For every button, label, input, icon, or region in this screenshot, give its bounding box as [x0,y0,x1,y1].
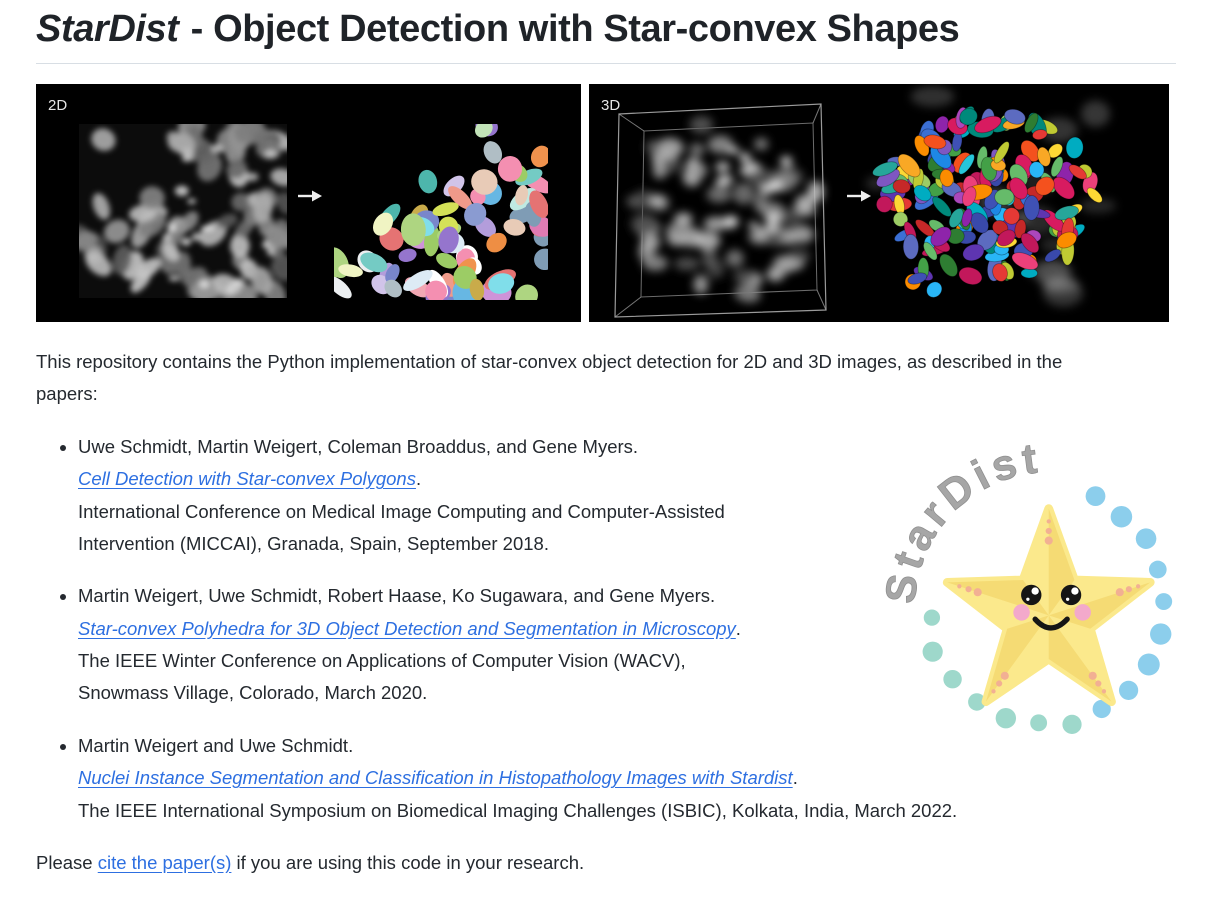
volume-grayscale-blobs [626,116,824,303]
segmentation-color-blobs [334,124,548,300]
papers-list: Uwe Schmidt, Martin Weigert, Coleman Bro… [36,431,1176,827]
panel-label-3d: 3D [601,97,620,114]
figure-2d-image[interactable]: 2D [36,84,581,322]
paper-link[interactable]: Cell Detection with Star-convex Polygons [78,468,416,490]
title-rest: - Object Detection with Star-convex Shap… [180,8,960,50]
right-cheek [1074,604,1091,621]
paper-item-1: Uwe Schmidt, Martin Weigert, Coleman Bro… [78,431,1176,561]
logo-dot-ring [922,486,1173,735]
paper-link[interactable]: Nuclei Instance Segmentation and Classif… [78,767,793,789]
link-period: . [735,617,741,639]
paper-link[interactable]: Star-convex Polyhedra for 3D Object Dete… [78,617,736,639]
intro-paragraph: This repository contains the Python impl… [36,351,1063,405]
paper-link-line: Cell Detection with Star-convex Polygons… [78,463,1176,495]
paper-authors: Martin Weigert, Uwe Schmidt, Robert Haas… [78,585,716,607]
arrow-right-icon [298,190,322,202]
stardist-logo: StarDist [876,438,1173,735]
right-eye [1060,584,1082,606]
segmentation-3d-blobs [872,106,1103,298]
paper-item-3: Martin Weigert and Uwe Schmidt. Nuclei I… [78,730,1176,827]
nuclei-grayscale-blobs [79,124,287,298]
logo-face [1013,584,1091,631]
logo-star [942,504,1155,707]
page-title: StarDist - Object Detection with Star-co… [36,8,1176,64]
left-eye [1021,584,1042,606]
left-eye-glint-small [1026,597,1030,601]
title-italic: StarDist [36,8,179,50]
right-eye-glint [1071,587,1079,595]
smile [1032,616,1070,631]
paper-venue: The IEEE Winter Conference on Applicatio… [78,650,686,704]
panel-label-2d: 2D [48,97,67,114]
link-period: . [792,767,798,789]
figure-row: 2D 3D [36,84,1176,322]
paper-authors: Martin Weigert and Uwe Schmidt. [78,734,354,756]
right-eye-glint-small [1066,597,1070,601]
paper-link-line: Nuclei Instance Segmentation and Classif… [78,762,1176,794]
left-eye-glint [1031,587,1039,595]
cite-after: if you are using this code in your resea… [231,851,585,873]
paper-venue: International Conference on Medical Imag… [78,500,725,554]
figure-3d-image[interactable]: 3D [589,84,1169,322]
left-cheek [1013,604,1030,621]
cite-paragraph: Please cite the paper(s) if you are usin… [36,847,1176,879]
link-period: . [415,468,422,490]
paper-link-line: Star-convex Polyhedra for 3D Object Dete… [78,613,1176,645]
paper-venue: The IEEE International Symposium on Biom… [78,799,958,821]
paper-authors: Uwe Schmidt, Martin Weigert, Coleman Bro… [78,435,639,457]
cite-before: Please [36,851,98,873]
cite-link[interactable]: cite the paper(s) [97,851,232,873]
arrow-right-icon [847,190,871,202]
paper-item-2: Martin Weigert, Uwe Schmidt, Robert Haas… [78,580,1176,710]
